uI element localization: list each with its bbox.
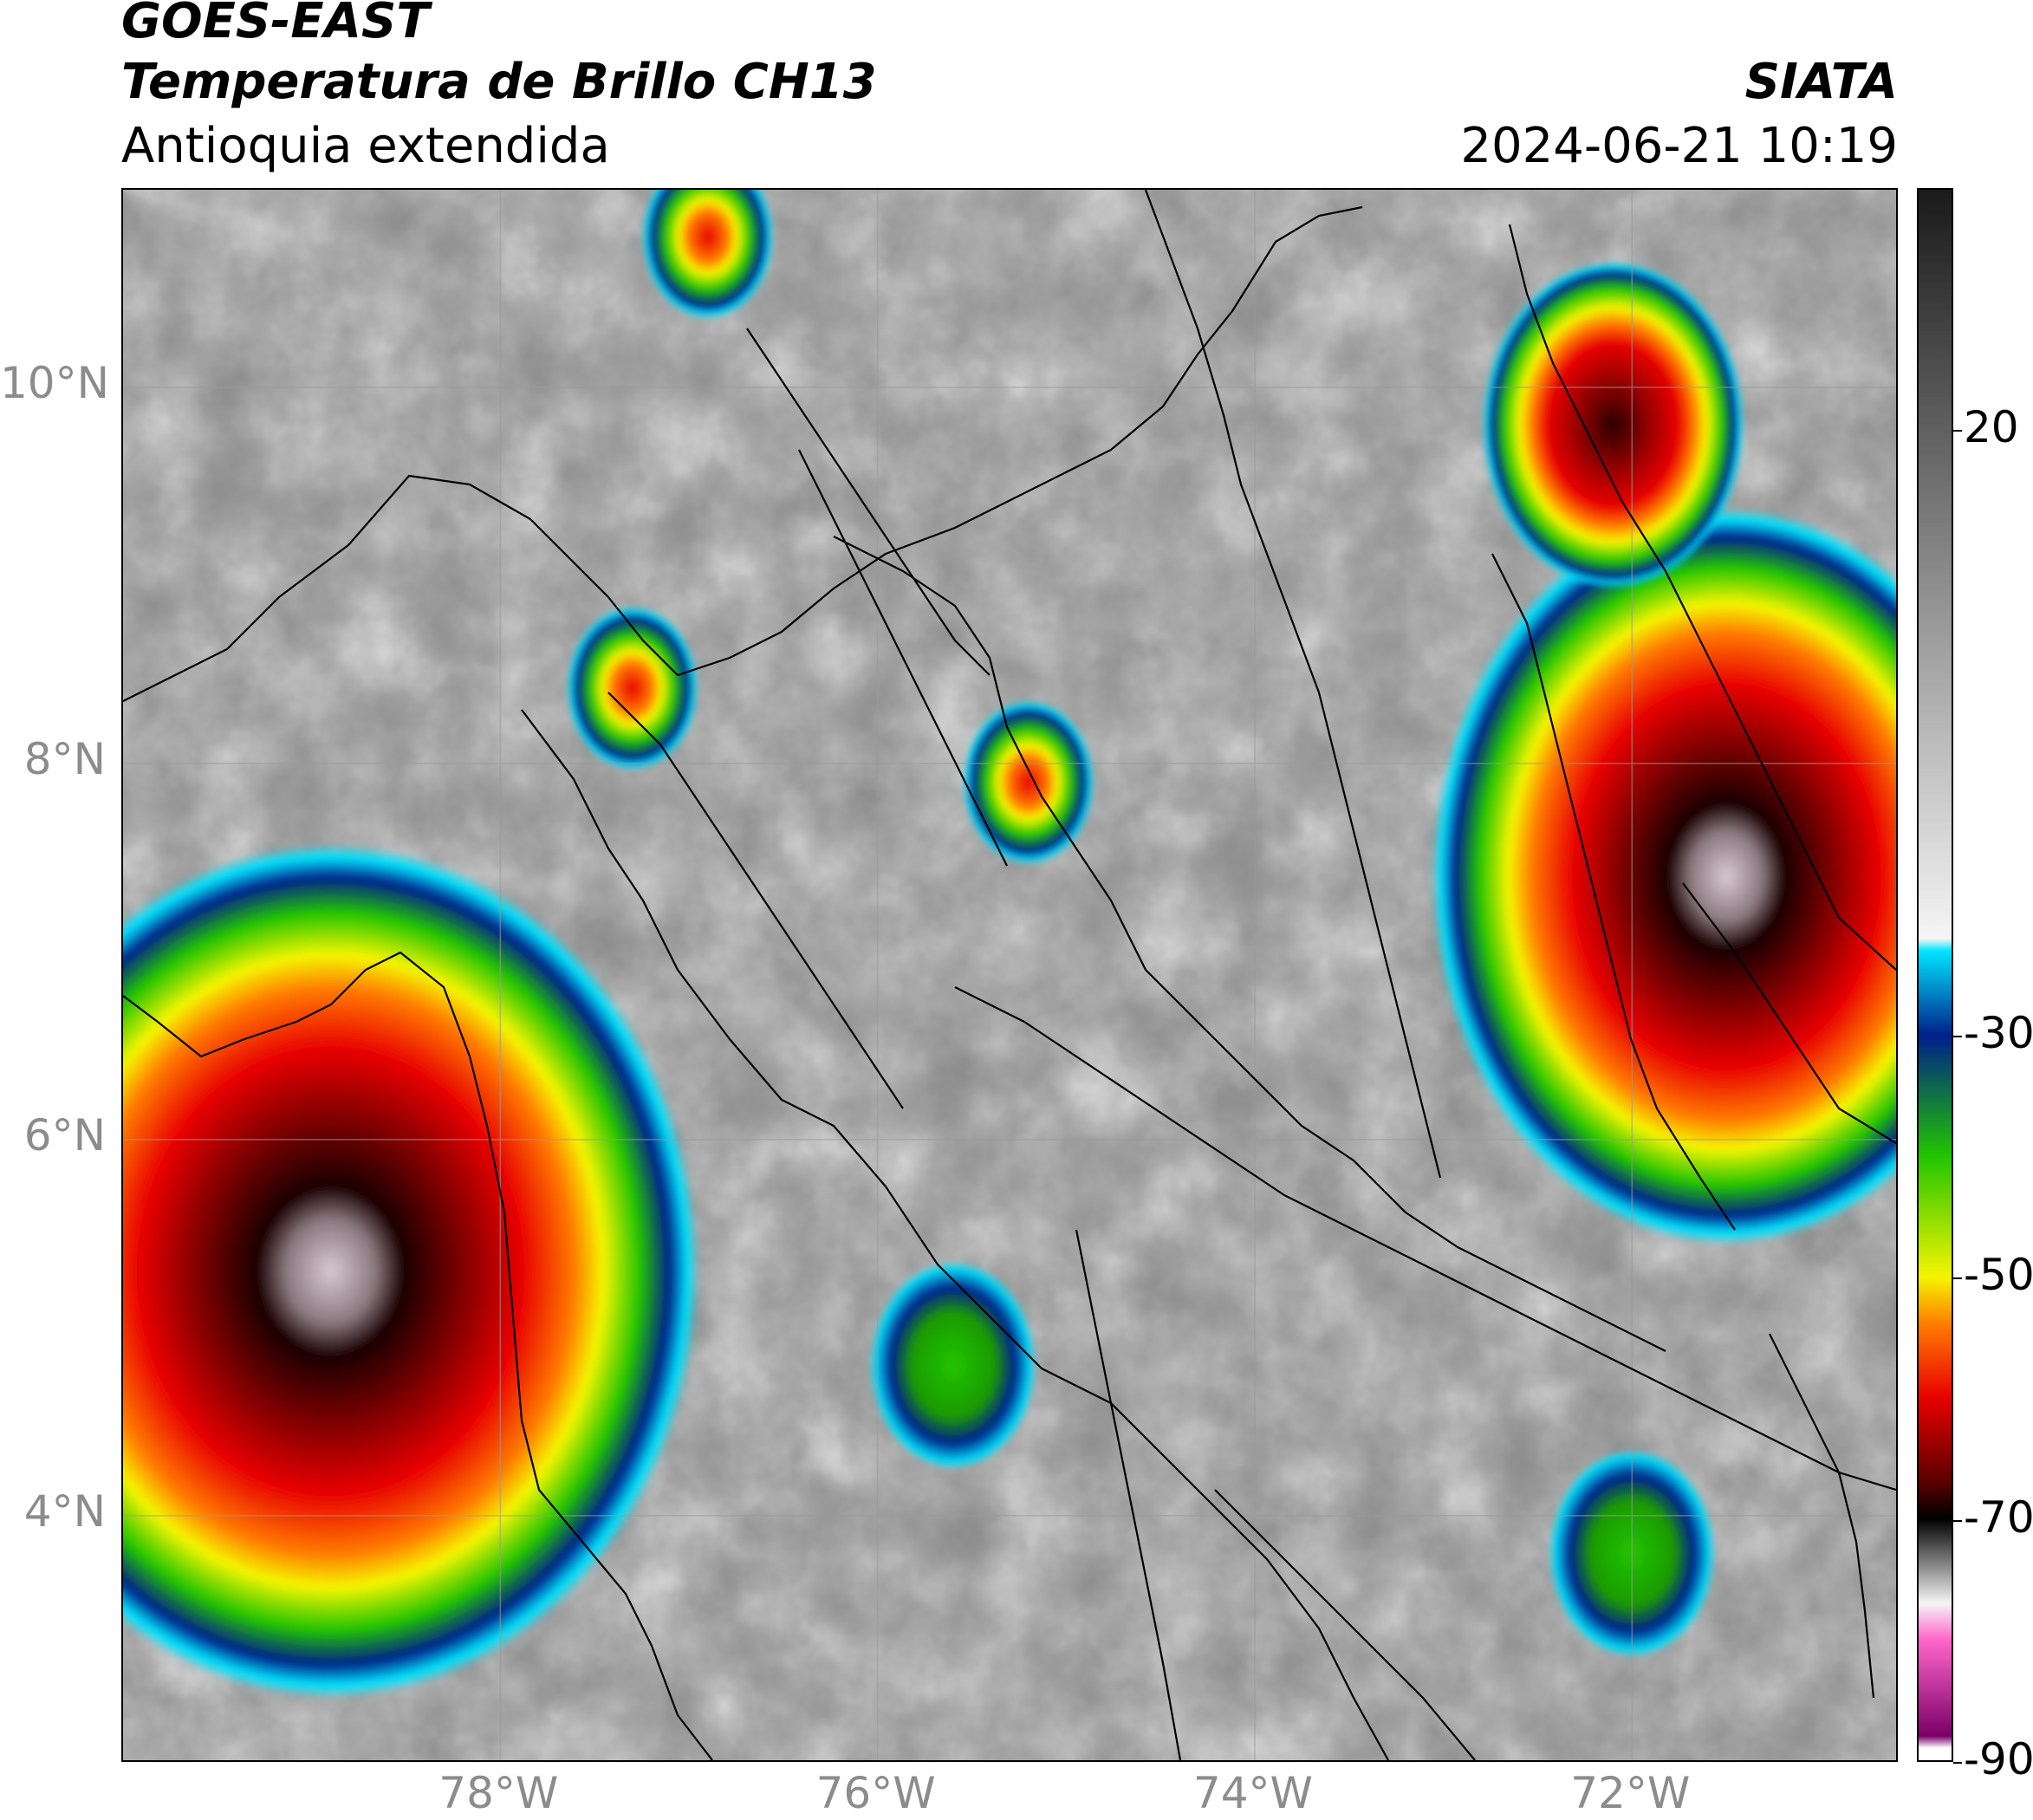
lat-tick-label: 4°N <box>23 1485 106 1537</box>
border-8 <box>1682 882 1896 1144</box>
storm-cell <box>1483 262 1744 588</box>
colorbar-tick-label: 20 <box>1964 402 2019 453</box>
coastline-caribbean <box>123 205 1363 702</box>
colorbar-tick-label: -70 <box>1964 1492 2033 1543</box>
lon-tick-label: 78°W <box>438 1768 559 1818</box>
border-2 <box>833 536 1666 1352</box>
border-7 <box>1491 553 1736 1231</box>
border-10 <box>798 449 1008 867</box>
border-12 <box>1214 1489 1476 1760</box>
lon-tick-label: 76°W <box>815 1768 936 1818</box>
border-5 <box>746 328 991 676</box>
colorbar-tick <box>1953 430 1962 432</box>
colorbar-tick-label: -30 <box>1964 1007 2033 1058</box>
border-13 <box>1769 1333 1875 1699</box>
satellite-map <box>121 188 1898 1762</box>
lat-tick-label: 6°N <box>23 1109 106 1160</box>
colorbar-tick <box>1953 1519 1962 1522</box>
lon-tick-label: 72°W <box>1570 1768 1691 1818</box>
border-11 <box>607 692 904 1109</box>
coastline-pacific <box>123 951 713 1760</box>
storm-cell <box>963 700 1094 864</box>
region-subtitle: Antioquia extendida <box>121 118 610 174</box>
product-title: Temperatura de Brillo CH13 <box>121 54 877 110</box>
storm-layer <box>123 190 1896 1699</box>
storm-cell <box>870 1262 1036 1469</box>
border-3 <box>1144 190 1442 1179</box>
colorbar-tick <box>1953 1762 1962 1764</box>
storm-cell <box>642 190 773 318</box>
storm-cell <box>567 607 698 770</box>
borders <box>123 190 1896 1760</box>
lon-tick-label: 74°W <box>1192 1768 1313 1818</box>
timestamp: 2024-06-21 10:19 <box>1460 118 1898 174</box>
storm-cell <box>1432 508 1896 1245</box>
colorbar <box>1917 188 1953 1762</box>
satellite-name: GOES-EAST <box>121 0 430 49</box>
colorbar-tick <box>1953 1035 1962 1037</box>
lat-tick-label: 10°N <box>0 357 110 408</box>
colorbar-tick-label: -90 <box>1964 1734 2033 1784</box>
colorbar-tick <box>1953 1277 1962 1280</box>
border-4 <box>1508 224 1896 971</box>
border-1 <box>521 709 1389 1760</box>
organization-name: SIATA <box>1744 54 1898 110</box>
storm-cell <box>123 843 699 1699</box>
border-6 <box>954 986 1896 1492</box>
lat-tick-label: 8°N <box>23 733 106 784</box>
border-9 <box>1075 1229 1182 1760</box>
colorbar-tick-label: -50 <box>1964 1250 2033 1301</box>
map-grid <box>123 190 1896 1760</box>
